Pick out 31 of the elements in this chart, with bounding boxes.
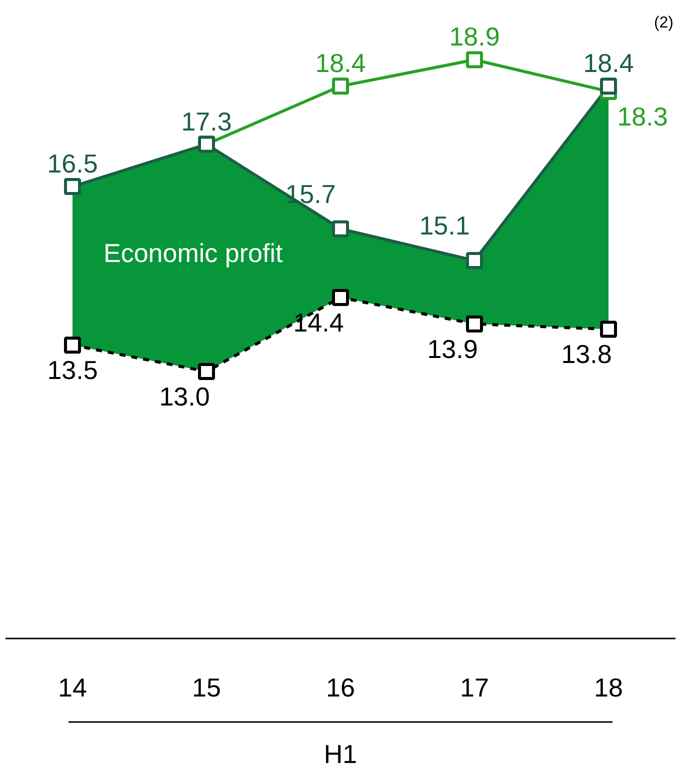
- point: [466, 315, 483, 332]
- point: [600, 320, 617, 338]
- x-tick-label: 17: [460, 672, 489, 702]
- point: [332, 289, 349, 306]
- data-label: 18.4: [583, 48, 634, 78]
- data-label: 13.5: [47, 355, 98, 386]
- text: (2): [654, 14, 674, 32]
- data-label: 13.0: [159, 382, 210, 412]
- point: [198, 363, 215, 380]
- point: [64, 336, 81, 354]
- annotation: Economic profit: [104, 238, 284, 268]
- x-tick-label: 15: [192, 672, 221, 702]
- x-tick-label: 18: [594, 672, 623, 702]
- point: [466, 252, 483, 270]
- data-label: 13.8: [561, 339, 612, 370]
- point: [332, 78, 349, 95]
- data-label: 18.4: [315, 48, 366, 78]
- x-tick-label: 14: [58, 672, 87, 702]
- point: [332, 220, 349, 238]
- point: [466, 51, 483, 68]
- x-tick-label: 16: [326, 672, 355, 702]
- data-label: 18.9: [449, 22, 500, 52]
- data-label: 16.5: [47, 148, 98, 179]
- point: [600, 78, 617, 95]
- data-label: 13.9: [427, 334, 478, 364]
- data-label: 17.3: [181, 106, 232, 136]
- data-label: 14.4: [293, 308, 344, 338]
- x-axis-title: H1: [324, 739, 358, 768]
- point: [64, 178, 81, 196]
- data-label: 18.3: [617, 101, 668, 132]
- data-label: 15.1: [419, 210, 470, 241]
